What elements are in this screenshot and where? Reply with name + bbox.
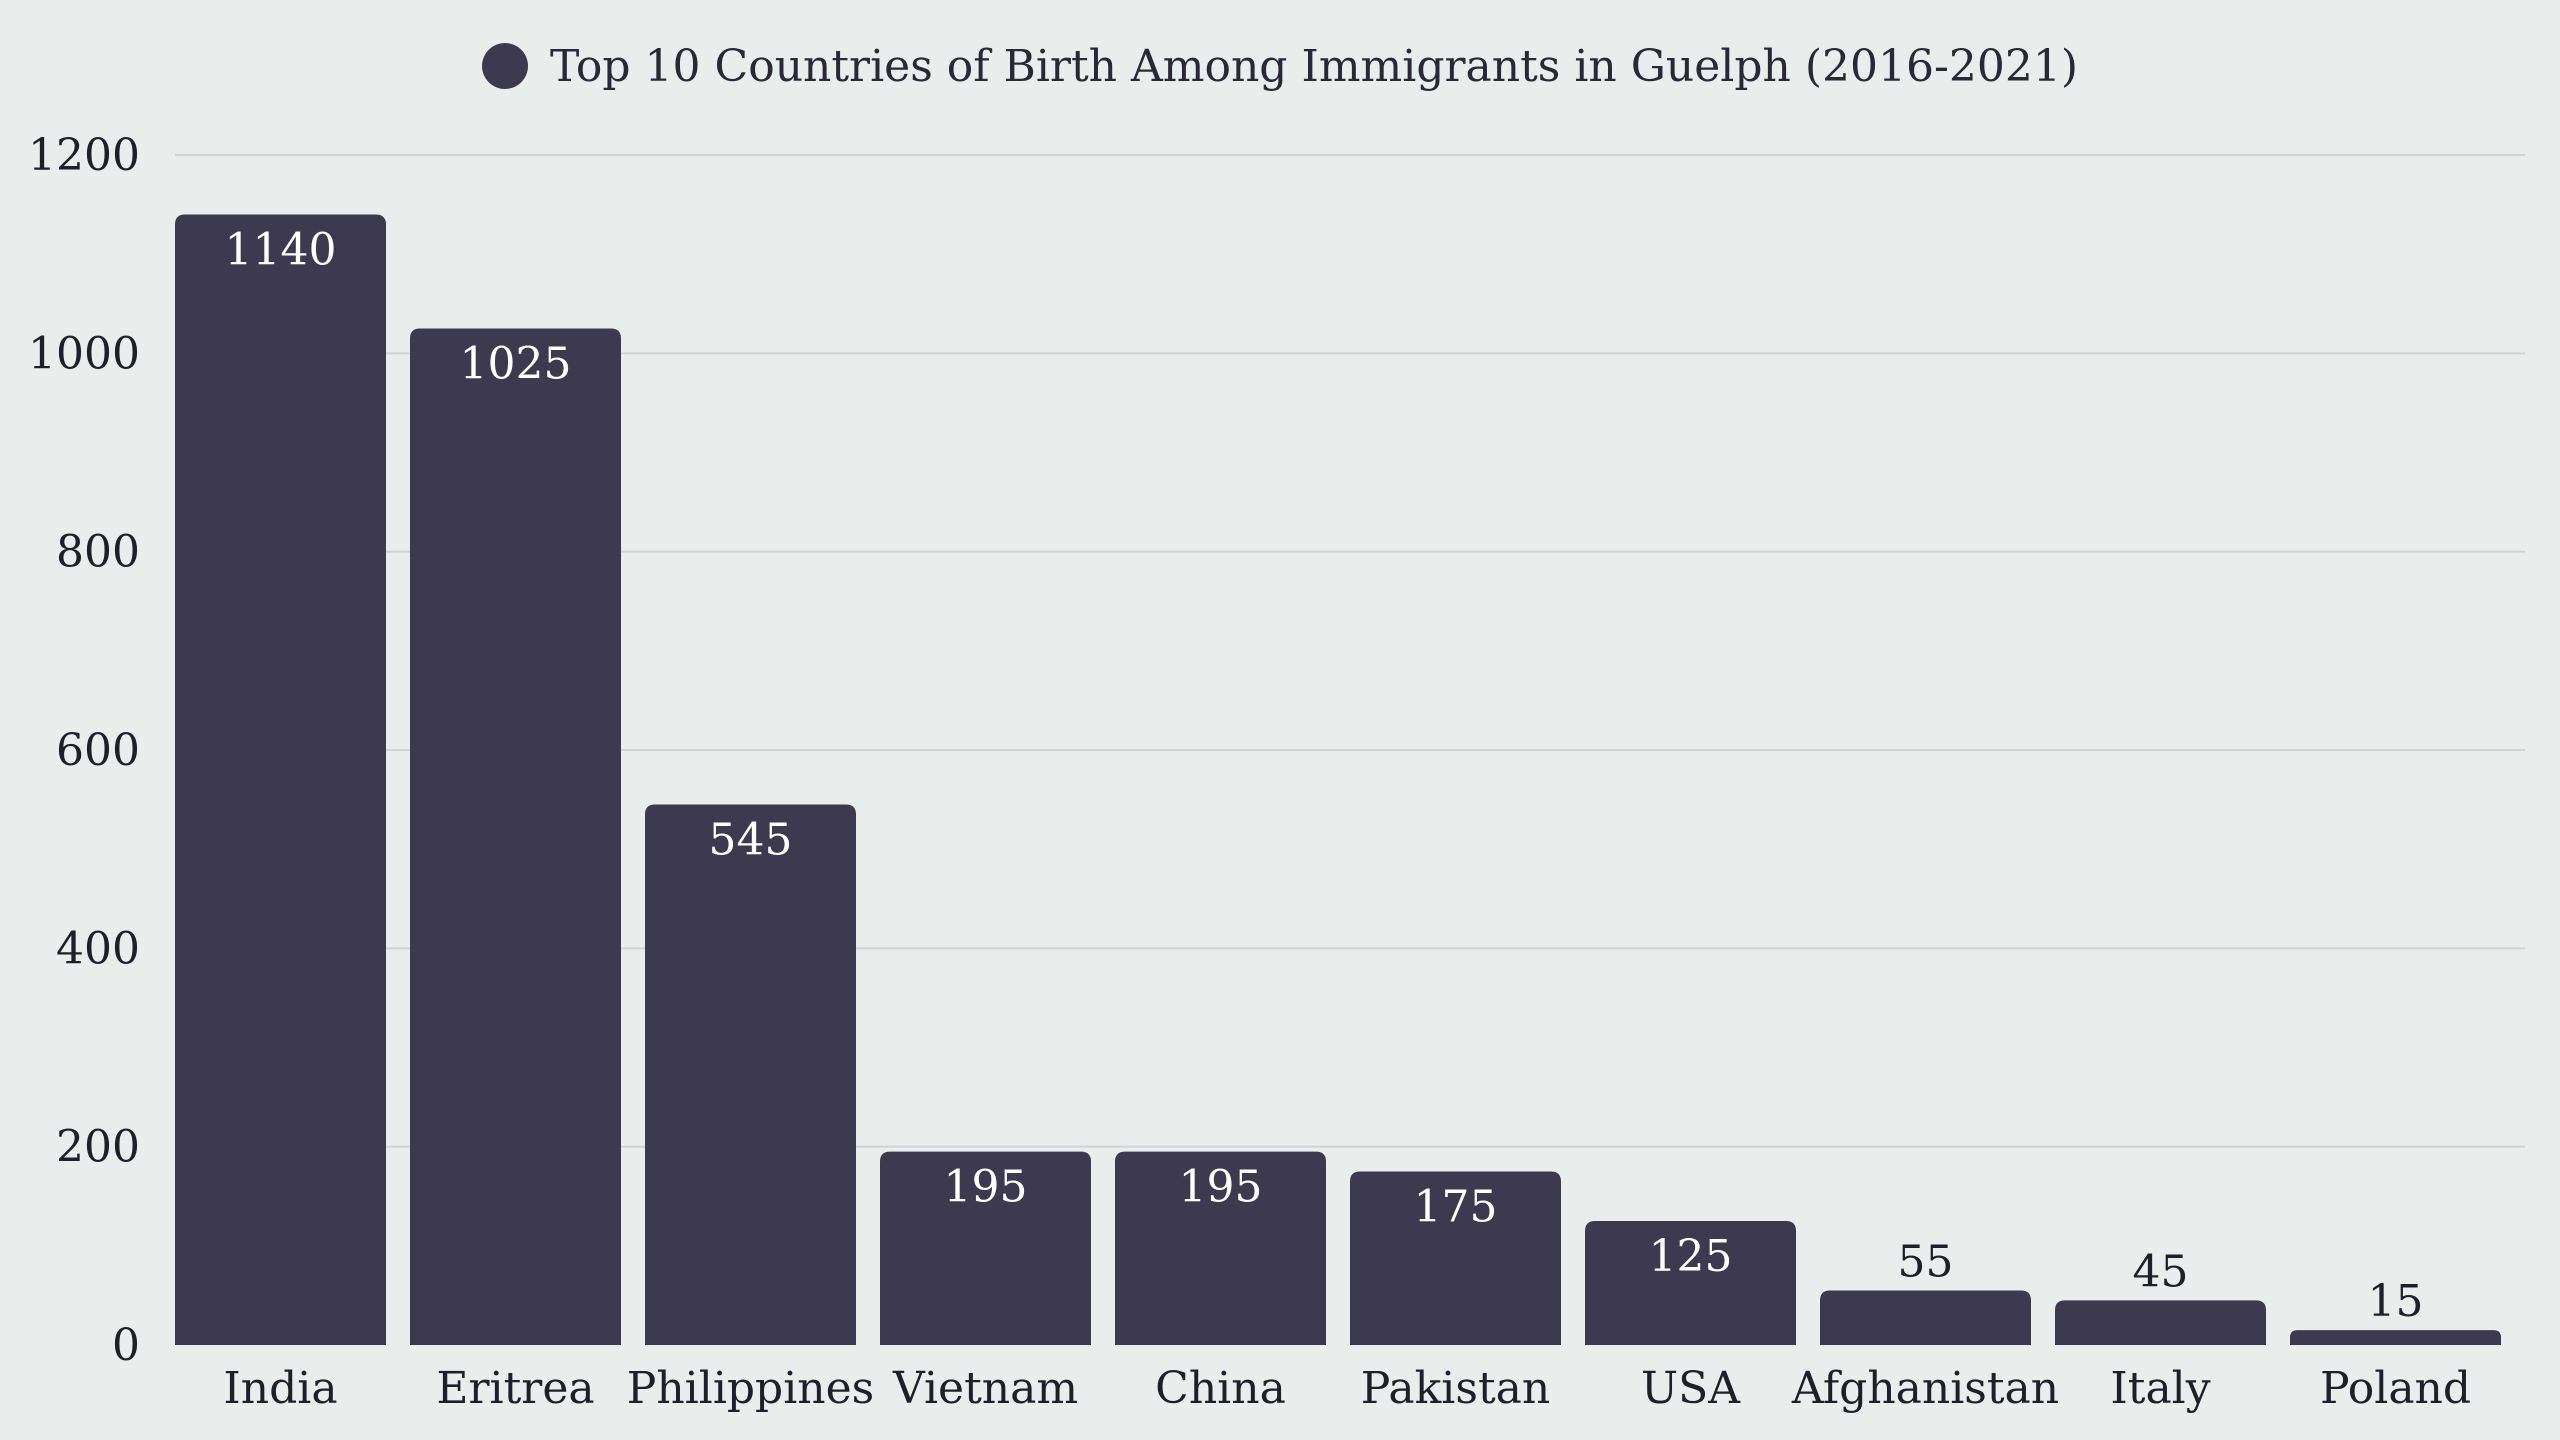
value-label-eritrea: 1025 [460,339,572,390]
x-tick-label-india: India [223,1363,337,1414]
bar-china [1115,1151,1326,1345]
value-label-philippines: 545 [709,815,793,866]
x-tick-label-afghanistan: Afghanistan [1791,1363,2059,1414]
y-tick-label-1200: 1200 [28,130,140,181]
x-tick-label-poland: Poland [2320,1363,2471,1414]
bar-vietnam [880,1151,1091,1345]
x-tick-label-pakistan: Pakistan [1361,1363,1550,1414]
y-tick-label-200: 200 [56,1122,140,1173]
bar-philippines [645,804,856,1345]
y-tick-label-600: 600 [56,725,140,776]
x-tick-label-vietnam: Vietnam [892,1363,1078,1414]
bar-pakistan [1350,1171,1561,1345]
x-tick-label-usa: USA [1641,1363,1741,1414]
y-tick-label-800: 800 [56,527,140,578]
value-label-vietnam: 195 [944,1162,1028,1213]
bar-usa [1585,1221,1796,1345]
value-label-pakistan: 175 [1414,1181,1498,1232]
x-tick-label-philippines: Philippines [627,1363,875,1414]
bar-afghanistan [1820,1290,2031,1345]
value-label-india: 1140 [225,225,337,276]
bar-eritrea [410,328,621,1346]
value-label-afghanistan: 55 [1898,1236,1954,1287]
value-label-china: 195 [1179,1162,1263,1213]
x-tick-label-italy: Italy [2110,1363,2210,1414]
x-tick-label-eritrea: Eritrea [436,1363,594,1414]
bar-india [175,214,386,1345]
bar-poland [2290,1330,2501,1345]
y-tick-label-1000: 1000 [28,328,140,379]
x-tick-label-china: China [1155,1363,1286,1414]
y-tick-label-400: 400 [56,923,140,974]
value-label-usa: 125 [1649,1231,1733,1282]
value-label-poland: 15 [2368,1276,2424,1327]
y-tick-label-0: 0 [112,1320,140,1371]
bar-italy [2055,1300,2266,1345]
value-label-italy: 45 [2133,1246,2189,1297]
